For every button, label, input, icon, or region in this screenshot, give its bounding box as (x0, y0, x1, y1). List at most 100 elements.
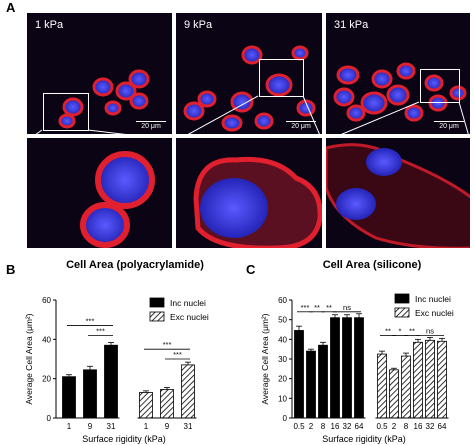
significance-label: ns (426, 326, 434, 335)
chart-c-title: Cell Area (silicone) (322, 259, 422, 271)
cells-9kpa-image (183, 45, 316, 132)
y-tick-label: 0 (47, 414, 52, 423)
y-axis-label: Average Cell Area (μm²) (24, 313, 34, 404)
y-tick-label: 30 (278, 355, 287, 364)
x-tick-label: 16 (414, 422, 423, 431)
x-tick-label: 64 (438, 422, 447, 431)
y-axis-label: Average Cell Area (μm²) (260, 313, 270, 404)
x-tick-label: 8 (321, 422, 326, 431)
legend-swatch (149, 311, 165, 322)
bar-inc-16 (330, 317, 340, 419)
x-tick-label: 32 (426, 422, 435, 431)
bar-inc-9 (83, 369, 97, 419)
panel-a-label: A (6, 0, 16, 15)
significance-label: *** (96, 326, 105, 335)
significance-label: * (399, 326, 402, 335)
legend-label: Exc nuclei (170, 312, 209, 322)
bar-exc-8 (401, 355, 411, 419)
legend-swatch (394, 307, 410, 318)
zoom-1kpa (26, 137, 173, 249)
x-tick-label: 31 (184, 422, 193, 431)
micrograph-31kpa: 31 kPa 20 μm (325, 12, 471, 135)
inset-box-9kpa (259, 59, 304, 97)
zoom-31kpa (325, 137, 471, 249)
x-axis-label: Surface rigidity (kPa) (322, 434, 406, 444)
chart-b-title: Cell Area (polyacrylamide) (66, 259, 204, 271)
x-tick-label: 9 (88, 422, 93, 431)
x-tick-label: 0.5 (293, 422, 305, 431)
significance-label: ** (326, 303, 332, 312)
inset-box-1kpa (43, 93, 89, 131)
y-tick-label: 20 (278, 375, 287, 384)
bar-exc-31 (181, 364, 195, 419)
micrograph-label-1kpa: 1 kPa (35, 19, 64, 31)
bar-exc-32 (425, 339, 435, 419)
x-tick-label: 1 (144, 422, 149, 431)
bar-exc-1 (139, 392, 153, 419)
y-tick-label: 60 (42, 296, 51, 305)
bar-exc-9 (160, 389, 174, 419)
panel-b-label: B (6, 262, 16, 277)
x-tick-label: 31 (107, 422, 116, 431)
y-tick-label: 60 (278, 296, 287, 305)
x-tick-label: 8 (404, 422, 409, 431)
panel-c-label: C (246, 262, 256, 277)
legend-label: Inc nuclei (415, 294, 451, 304)
x-tick-label: 1 (67, 422, 72, 431)
scale-bar-31kpa: 20 μm (434, 121, 464, 130)
bar-exc-2 (389, 369, 399, 419)
significance-label: ** (314, 303, 320, 312)
y-tick-label: 50 (278, 316, 287, 325)
scale-bar-9kpa: 20 μm (286, 121, 316, 130)
y-tick-label: 20 (42, 375, 51, 384)
significance-label: ns (343, 303, 351, 312)
zoom-guide-lines (27, 95, 471, 141)
legend-swatch (394, 293, 410, 304)
bar-inc-32 (342, 317, 352, 419)
zoom-31kpa-image (326, 143, 470, 248)
x-tick-label: 16 (331, 422, 340, 431)
bar-inc-31 (104, 344, 118, 419)
chart-polyacrylamide: 0 20 40 60 Average Cell Area (μm²) 1 9 31 1 9 31 Su… (24, 296, 209, 444)
bar-exc-16 (413, 341, 423, 419)
bar-exc-0.5 (377, 353, 387, 419)
legend-swatch (149, 297, 165, 308)
bar-inc-2 (306, 350, 316, 419)
x-axis-label: Surface rigidity (kPa) (82, 434, 166, 444)
zoom-1kpa-image (80, 151, 155, 248)
zoom-9kpa-image (193, 156, 322, 248)
significance-label: *** (301, 303, 310, 312)
bar-inc-8 (318, 344, 328, 419)
chart-silicone: 0 10 20 30 40 50 60 Average Cell Area (μm²) 0.5 2… (260, 293, 454, 444)
legend-label: Exc nuclei (415, 308, 454, 318)
y-tick-label: 40 (42, 335, 51, 344)
x-tick-label: 0.5 (376, 422, 388, 431)
significance-label: ** (409, 326, 415, 335)
x-tick-label: 2 (392, 422, 397, 431)
legend-label: Inc nuclei (170, 298, 206, 308)
y-tick-label: 10 (278, 394, 287, 403)
y-tick-label: 40 (278, 335, 287, 344)
x-tick-label: 32 (343, 422, 352, 431)
micrograph-label-31kpa: 31 kPa (334, 19, 369, 31)
significance-label: *** (163, 340, 172, 349)
micrograph-label-9kpa: 9 kPa (184, 19, 213, 31)
x-tick-label: 9 (165, 422, 170, 431)
y-tick-label: 0 (283, 414, 288, 423)
inset-box-31kpa (420, 69, 460, 103)
bar-exc-64 (437, 340, 447, 419)
x-tick-label: 64 (355, 422, 364, 431)
significance-label: *** (86, 317, 95, 326)
significance-label: ** (385, 326, 391, 335)
micrograph-1kpa: 1 kPa 20 μm (26, 12, 173, 135)
scale-bar-1kpa: 20 μm (136, 121, 166, 130)
x-tick-label: 2 (309, 422, 314, 431)
bar-inc-0.5 (294, 330, 304, 419)
bar-inc-64 (354, 317, 364, 419)
bar-inc-1 (62, 376, 76, 419)
cells-31kpa-image (333, 62, 467, 122)
significance-label: *** (173, 350, 182, 359)
zoom-9kpa (175, 137, 323, 249)
cells-1kpa-image (58, 69, 150, 129)
micrograph-9kpa: 9 kPa 20 μm (175, 12, 323, 135)
